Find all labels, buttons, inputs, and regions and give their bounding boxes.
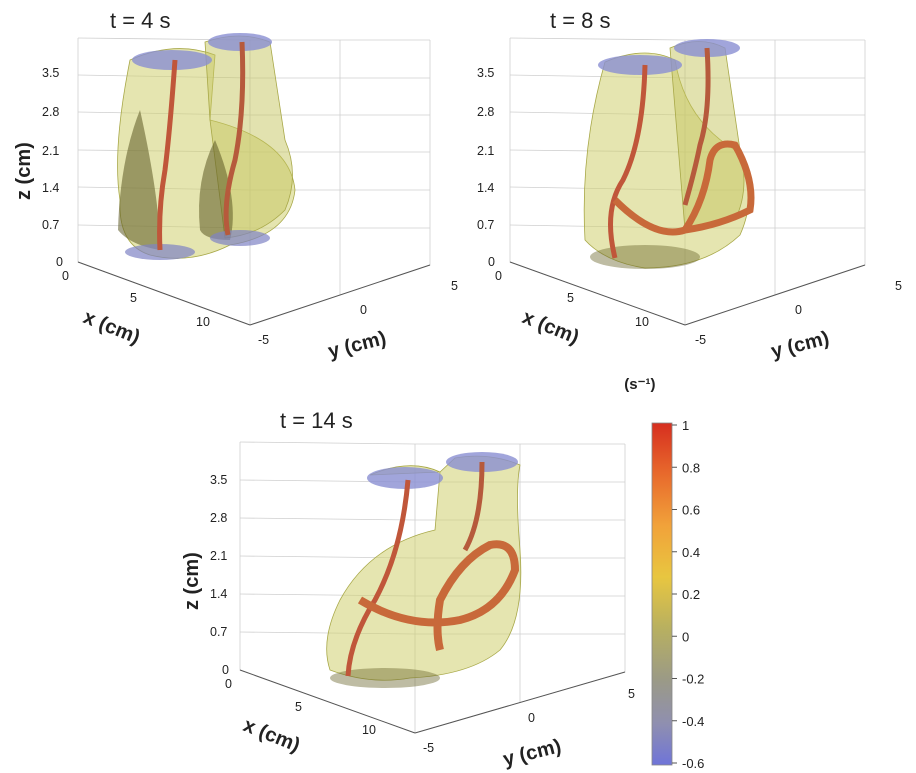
x-tick: 5	[295, 700, 302, 714]
ventricle-surface	[326, 455, 522, 681]
x-tick: 0	[495, 269, 502, 283]
y-axis-label: y (cm)	[769, 327, 831, 363]
colorbar-tick-label: 0	[682, 629, 689, 644]
panel-title: t = 4 s	[110, 8, 171, 33]
z-tick: 3.5	[42, 66, 59, 80]
z-tick: 0	[222, 663, 229, 677]
vortex-filament	[608, 64, 648, 259]
z-tick: 2.1	[477, 144, 494, 158]
y-tick: -5	[423, 741, 434, 755]
z-tick: 2.1	[42, 144, 59, 158]
y-axis-label: y (cm)	[326, 327, 388, 363]
z-tick: 0.7	[477, 218, 494, 232]
y-tick: -5	[258, 333, 269, 347]
x-tick: 0	[225, 677, 232, 691]
y-tick: 0	[360, 303, 367, 317]
z-tick: 2.1	[210, 549, 227, 563]
y-tick: 5	[451, 279, 458, 293]
z-tick: 0.7	[42, 218, 59, 232]
z-tick: 1.4	[477, 181, 494, 195]
vortex-filament	[345, 479, 411, 677]
z-tick: 2.8	[210, 511, 227, 525]
inflow-disk-icon	[598, 55, 682, 75]
x-tick: 0	[62, 269, 69, 283]
colorbar-tick-label: -0.6	[682, 756, 704, 771]
panel-title: t = 8 s	[550, 8, 611, 33]
x-axis-label: x (cm)	[80, 306, 143, 348]
colorbar-gradient	[651, 422, 673, 766]
x-tick: 10	[362, 723, 376, 737]
colorbar-tick-label: 0.6	[682, 503, 700, 518]
z-tick: 0	[488, 255, 495, 269]
y-tick: -5	[695, 333, 706, 347]
z-tick: 0.7	[210, 625, 227, 639]
colorbar-tick-label: 0.8	[682, 460, 700, 475]
z-tick: 3.5	[210, 473, 227, 487]
y-tick: 0	[795, 303, 802, 317]
z-tick: 1.4	[210, 587, 227, 601]
inflow-disk-icon	[367, 467, 443, 489]
panel-t14: t = 14 s 3.5 2.8 2.1 1.4 0.7 0 0 5 10 -5…	[181, 408, 635, 771]
colorbar-tick-label: 1	[682, 418, 689, 433]
panel-t4: t = 4 s 3.5 2.8 2.1 1.4 0.7 0 0 5 10 -5 …	[13, 8, 458, 363]
colorbar-tick-label: -0.2	[682, 672, 704, 687]
colorbar-tick-label: 0.2	[682, 587, 700, 602]
colorbar-tick-label: -0.4	[682, 714, 704, 729]
z-tick: 2.8	[42, 105, 59, 119]
panel-t8: t = 8 s 3.5 2.8 2.1 1.4 0.7 0 0 5 10 -5 …	[477, 8, 902, 363]
y-tick: 5	[628, 687, 635, 701]
inflow-disk-icon	[132, 50, 212, 70]
x-tick: 5	[567, 291, 574, 305]
colorbar-label: ∂vₜ/∂s (s⁻¹)	[620, 376, 656, 393]
colorbar: ∂vₜ/∂s (s⁻¹) 1 0.8 0.6 0.4 0.2 0 -0.2 -0.4 -0.6	[620, 376, 704, 771]
y-tick: 0	[528, 711, 535, 725]
x-axis-label: x (cm)	[240, 714, 303, 756]
x-tick: 10	[635, 315, 649, 329]
x-tick: 10	[196, 315, 210, 329]
panel-title: t = 14 s	[280, 408, 353, 433]
z-tick: 1.4	[42, 181, 59, 195]
z-tick: 2.8	[477, 105, 494, 119]
y-tick: 5	[895, 279, 902, 293]
z-axis-label: z (cm)	[13, 142, 35, 200]
x-axis-label: x (cm)	[519, 306, 582, 348]
y-axis-label: y (cm)	[501, 735, 563, 771]
z-tick: 0	[56, 255, 63, 269]
z-tick: 3.5	[477, 66, 494, 80]
z-axis-label: z (cm)	[181, 552, 203, 610]
colorbar-tick-label: 0.4	[682, 545, 700, 560]
x-tick: 5	[130, 291, 137, 305]
vortex-filament	[157, 59, 178, 251]
